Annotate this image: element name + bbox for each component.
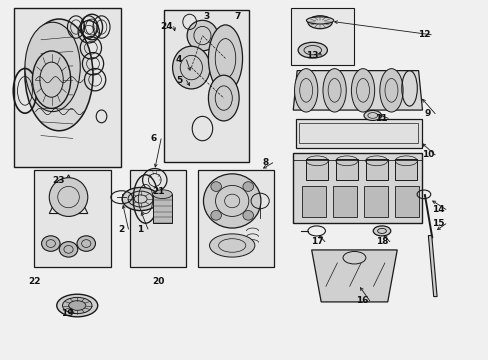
Ellipse shape <box>172 46 210 89</box>
Ellipse shape <box>187 20 217 51</box>
Bar <box>198 170 273 267</box>
Ellipse shape <box>59 242 78 257</box>
Ellipse shape <box>62 297 92 314</box>
Ellipse shape <box>306 17 333 24</box>
Ellipse shape <box>208 75 239 121</box>
Text: 7: 7 <box>234 12 240 21</box>
Ellipse shape <box>243 211 253 220</box>
Bar <box>302 186 325 217</box>
Ellipse shape <box>152 190 172 198</box>
Bar <box>130 170 185 267</box>
Text: 9: 9 <box>424 109 430 118</box>
Polygon shape <box>427 235 436 297</box>
Text: 13: 13 <box>306 51 318 60</box>
Ellipse shape <box>210 211 221 220</box>
Bar <box>335 159 357 180</box>
Ellipse shape <box>49 178 88 216</box>
Ellipse shape <box>372 226 390 236</box>
Ellipse shape <box>57 294 98 317</box>
Text: 22: 22 <box>28 276 41 285</box>
Ellipse shape <box>203 174 261 228</box>
Ellipse shape <box>210 182 221 192</box>
Ellipse shape <box>25 19 93 131</box>
Ellipse shape <box>32 51 71 108</box>
Ellipse shape <box>68 301 86 310</box>
Text: 4: 4 <box>176 55 182 64</box>
Bar <box>365 159 387 180</box>
Text: 14: 14 <box>431 205 444 214</box>
Bar <box>394 186 418 217</box>
Ellipse shape <box>208 25 242 92</box>
Ellipse shape <box>243 182 253 192</box>
Text: 24: 24 <box>160 22 172 31</box>
Ellipse shape <box>25 22 80 112</box>
Bar <box>394 159 416 180</box>
Bar <box>290 8 353 65</box>
Ellipse shape <box>122 188 159 211</box>
Ellipse shape <box>363 111 381 121</box>
Text: 12: 12 <box>417 30 429 39</box>
Text: 1: 1 <box>137 225 143 234</box>
Text: 15: 15 <box>431 219 444 228</box>
Text: 17: 17 <box>311 237 323 246</box>
Text: 16: 16 <box>356 296 368 305</box>
Ellipse shape <box>351 69 374 112</box>
Text: 5: 5 <box>176 76 182 85</box>
Ellipse shape <box>294 69 317 112</box>
Text: 18: 18 <box>375 237 388 246</box>
Polygon shape <box>293 71 422 110</box>
Ellipse shape <box>307 16 331 29</box>
Text: 6: 6 <box>150 134 157 143</box>
Text: 19: 19 <box>61 309 73 318</box>
Text: 21: 21 <box>152 187 164 196</box>
Bar <box>333 186 356 217</box>
Bar <box>34 170 111 267</box>
Bar <box>14 8 121 167</box>
Text: 20: 20 <box>152 276 164 285</box>
Ellipse shape <box>41 236 60 251</box>
Ellipse shape <box>77 236 95 251</box>
Text: 3: 3 <box>203 12 209 21</box>
Ellipse shape <box>209 234 254 257</box>
Text: 8: 8 <box>262 158 268 167</box>
Text: 10: 10 <box>421 150 433 159</box>
Bar <box>293 153 422 223</box>
Polygon shape <box>311 250 396 302</box>
Ellipse shape <box>298 42 327 58</box>
Ellipse shape <box>322 69 346 112</box>
Bar <box>152 194 172 223</box>
Text: 23: 23 <box>52 176 64 185</box>
Bar <box>295 119 421 148</box>
Text: 2: 2 <box>118 225 124 234</box>
Bar <box>305 159 327 180</box>
Bar <box>163 10 249 162</box>
Ellipse shape <box>379 69 402 112</box>
Text: 11: 11 <box>374 114 386 123</box>
Bar <box>299 123 417 143</box>
Bar <box>364 186 387 217</box>
